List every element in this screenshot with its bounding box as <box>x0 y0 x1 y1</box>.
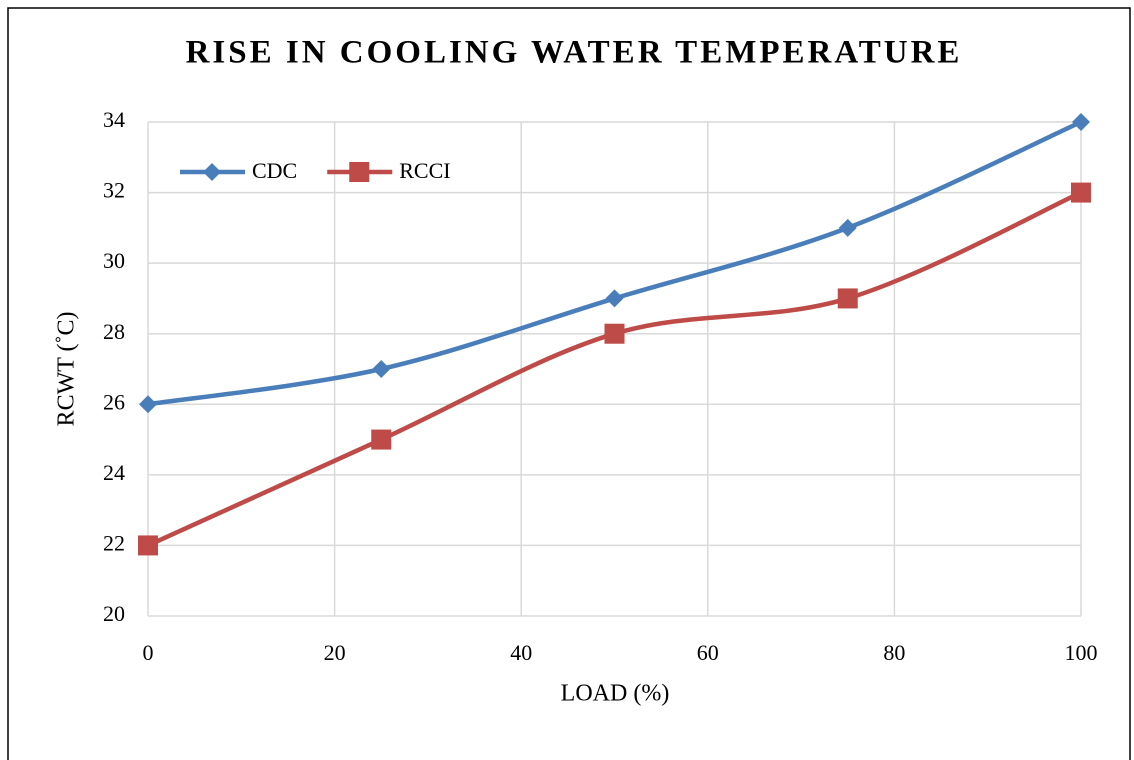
chart-title: RISE IN COOLING WATER TEMPERATURE <box>186 35 963 71</box>
data-point <box>604 323 625 344</box>
data-point <box>838 218 857 237</box>
y-axis-label: RCWT (˚C) <box>54 312 80 427</box>
y-tick-label: 22 <box>103 530 125 555</box>
x-tick-label: 0 <box>143 640 154 665</box>
legend-marker <box>203 163 221 181</box>
legend-marker <box>349 162 370 182</box>
data-point <box>1071 182 1091 203</box>
y-tick-label: 26 <box>103 389 125 414</box>
data-point <box>837 288 858 309</box>
data-point <box>372 360 391 378</box>
x-axis-label: LOAD (%) <box>561 681 670 707</box>
legend-label: CDC <box>252 158 297 183</box>
y-tick-label: 32 <box>103 178 125 203</box>
x-tick-label: 100 <box>1065 640 1098 665</box>
x-tick-label: 20 <box>324 640 346 665</box>
x-tick-label: 40 <box>510 640 532 665</box>
data-point <box>371 429 392 450</box>
y-tick-label: 30 <box>103 248 125 273</box>
data-point <box>605 289 624 308</box>
data-point <box>138 535 158 556</box>
x-tick-label: 60 <box>697 640 719 665</box>
frame <box>7 7 1131 760</box>
x-tick-label: 80 <box>883 640 905 665</box>
y-tick-label: 24 <box>103 460 125 485</box>
y-tick-label: 34 <box>103 107 125 132</box>
y-tick-label: 28 <box>103 319 125 344</box>
data-point <box>1072 113 1090 131</box>
y-tick-label: 20 <box>103 601 125 626</box>
legend-label: RCCI <box>399 158 450 183</box>
series-line <box>147 190 1082 548</box>
data-point <box>139 395 157 414</box>
